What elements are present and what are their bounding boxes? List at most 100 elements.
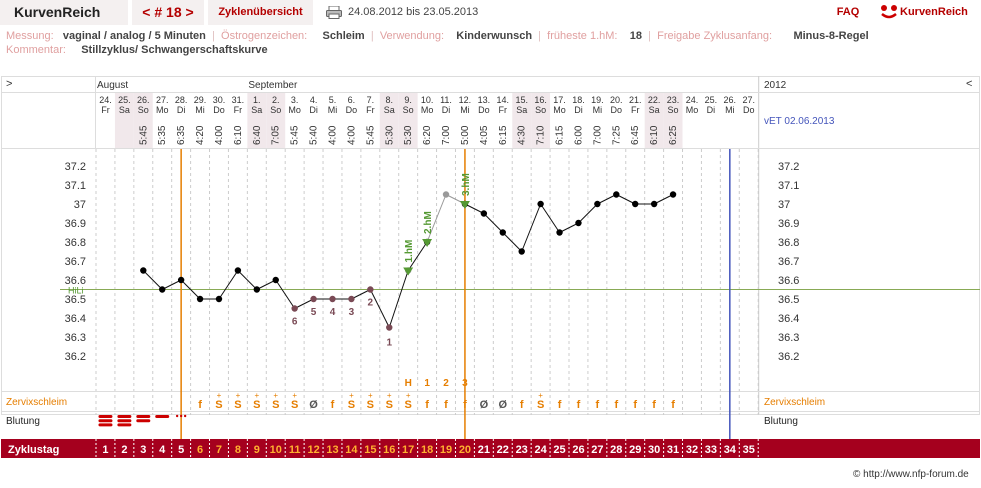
temperature-point: [253, 286, 261, 293]
y-tick-label: 36.4: [65, 313, 86, 325]
verwendung-value: Kinderwunsch: [456, 30, 533, 42]
temperature-point: [632, 200, 639, 208]
temperature-segment: [502, 232, 523, 252]
weekday-label: So: [535, 105, 546, 115]
y-tick-label-right: 36.3: [778, 332, 799, 344]
date-label: 18.: [572, 95, 585, 105]
top-bar: KurvenReich < # 18 > Zyklenübersicht 24.…: [0, 0, 981, 26]
zervix-plus: +: [217, 391, 222, 400]
time-label: 6:25: [668, 125, 679, 145]
temperature-segment: [559, 222, 579, 233]
temperature-point: [480, 210, 488, 217]
date-label: 27.: [156, 95, 169, 105]
time-label: 7:05: [271, 125, 282, 145]
time-label: 6:40: [252, 125, 263, 145]
zervix-plus: +: [236, 391, 241, 400]
zervix-value: S: [234, 399, 241, 411]
date-label: 2.: [272, 95, 280, 105]
zyklustag-value: 12: [307, 444, 319, 456]
time-label: 5:30: [384, 125, 395, 145]
y-tick-label-right: 36.4: [778, 313, 799, 325]
date-label: 26.: [137, 95, 150, 105]
weekday-label: Mi: [460, 105, 470, 115]
zyklustag-value: 23: [516, 444, 528, 456]
zervix-plus: +: [538, 391, 543, 400]
date-label: 24.: [686, 95, 699, 105]
temperature-segment: [597, 194, 617, 205]
y-tick-label: 37.2: [65, 161, 86, 173]
temperature-point: [196, 295, 204, 303]
date-label: 1.: [253, 95, 261, 105]
time-label: 6:10: [649, 125, 660, 145]
date-label: 15.: [515, 95, 528, 105]
weekday-label: Do: [213, 105, 225, 115]
hili-label: HiLi: [68, 286, 84, 296]
peak-label: H: [405, 378, 412, 389]
weekday-label: Di: [309, 105, 318, 115]
zervix-plus: +: [349, 391, 354, 400]
weekend-shade: [531, 93, 551, 148]
zyklustag-value: 9: [254, 444, 260, 456]
temperature-point: [650, 200, 658, 208]
time-label: 5:00: [460, 125, 471, 145]
weekend-shade: [133, 93, 153, 148]
time-label: 7:10: [536, 125, 547, 145]
kommentar-value: Stillzyklus/ Schwangerschaftskurve: [81, 44, 268, 56]
low-label: 3: [349, 307, 355, 318]
date-label: 8.: [386, 95, 394, 105]
date-label: 24.: [99, 95, 112, 105]
temperature-segment: [464, 203, 485, 214]
y-tick-label: 36.9: [65, 218, 86, 230]
zervix-value: S: [215, 399, 222, 411]
faq-link[interactable]: FAQ: [836, 6, 860, 18]
cycle-overview-button[interactable]: Zyklenübersicht: [208, 0, 313, 25]
nav-left-arrow[interactable]: >: [6, 78, 12, 90]
temperature-point: [386, 324, 393, 331]
date-range-text: 24.08.2012 bis 23.05.2013: [348, 6, 479, 18]
year-label: 2012: [764, 80, 787, 91]
weekend-shade: [398, 93, 418, 148]
zyklustag-value: 34: [724, 444, 737, 456]
date-label: 12.: [459, 95, 472, 105]
logo[interactable]: KurvenReich: [878, 0, 981, 25]
time-label: 5:40: [309, 125, 320, 145]
blutung-mark: [117, 419, 132, 423]
blutung-mark: [117, 423, 132, 427]
meta-row-2: Kommentar: Stillzyklus/ Schwangerschafts…: [6, 44, 268, 56]
zyklustag-value: 35: [743, 444, 755, 456]
weekday-label: Mi: [593, 105, 603, 115]
zyklustag-value: 11: [289, 444, 301, 456]
temperature-point: [291, 305, 298, 312]
blutung-label-right: Blutung: [764, 416, 798, 427]
temperature-point: [140, 267, 147, 274]
zyklustag-value: 24: [534, 444, 547, 456]
date-label: 28.: [175, 95, 188, 105]
date-label: 5.: [329, 95, 337, 105]
weekend-shade: [266, 93, 286, 148]
zervix-value: f: [520, 399, 524, 411]
zervix-plus: +: [387, 391, 392, 400]
weekend-shade: [247, 93, 267, 148]
printer-icon[interactable]: [326, 6, 342, 19]
zyklustag-value: 33: [705, 444, 717, 456]
zervix-value: f: [596, 399, 600, 411]
date-label: 25.: [118, 95, 131, 105]
zyklustag-value: 20: [459, 444, 471, 456]
cycle-chart: > <2012 August September vET 02.06.2013 24. Fr…: [0, 75, 981, 470]
cycle-nav-button[interactable]: < # 18 >: [132, 0, 204, 25]
y-tick-label: 36.7: [65, 256, 86, 268]
nav-right-arrow[interactable]: <: [966, 78, 972, 90]
temperature-point: [594, 200, 601, 208]
blutung-mark: [136, 419, 151, 423]
weekday-label: Fr: [234, 105, 243, 115]
temperature-point: [310, 295, 317, 303]
weekday-label: Fr: [366, 105, 375, 115]
time-label: 4:00: [214, 125, 225, 145]
kommentar-label: Kommentar:: [6, 44, 66, 56]
temperature-point: [215, 295, 223, 303]
zervix-value: S: [405, 399, 412, 411]
low-label: 2: [368, 298, 374, 309]
weekday-label: Mo: [156, 105, 169, 115]
zyklustag-value: 2: [121, 444, 127, 456]
temperature-point: [556, 229, 563, 236]
